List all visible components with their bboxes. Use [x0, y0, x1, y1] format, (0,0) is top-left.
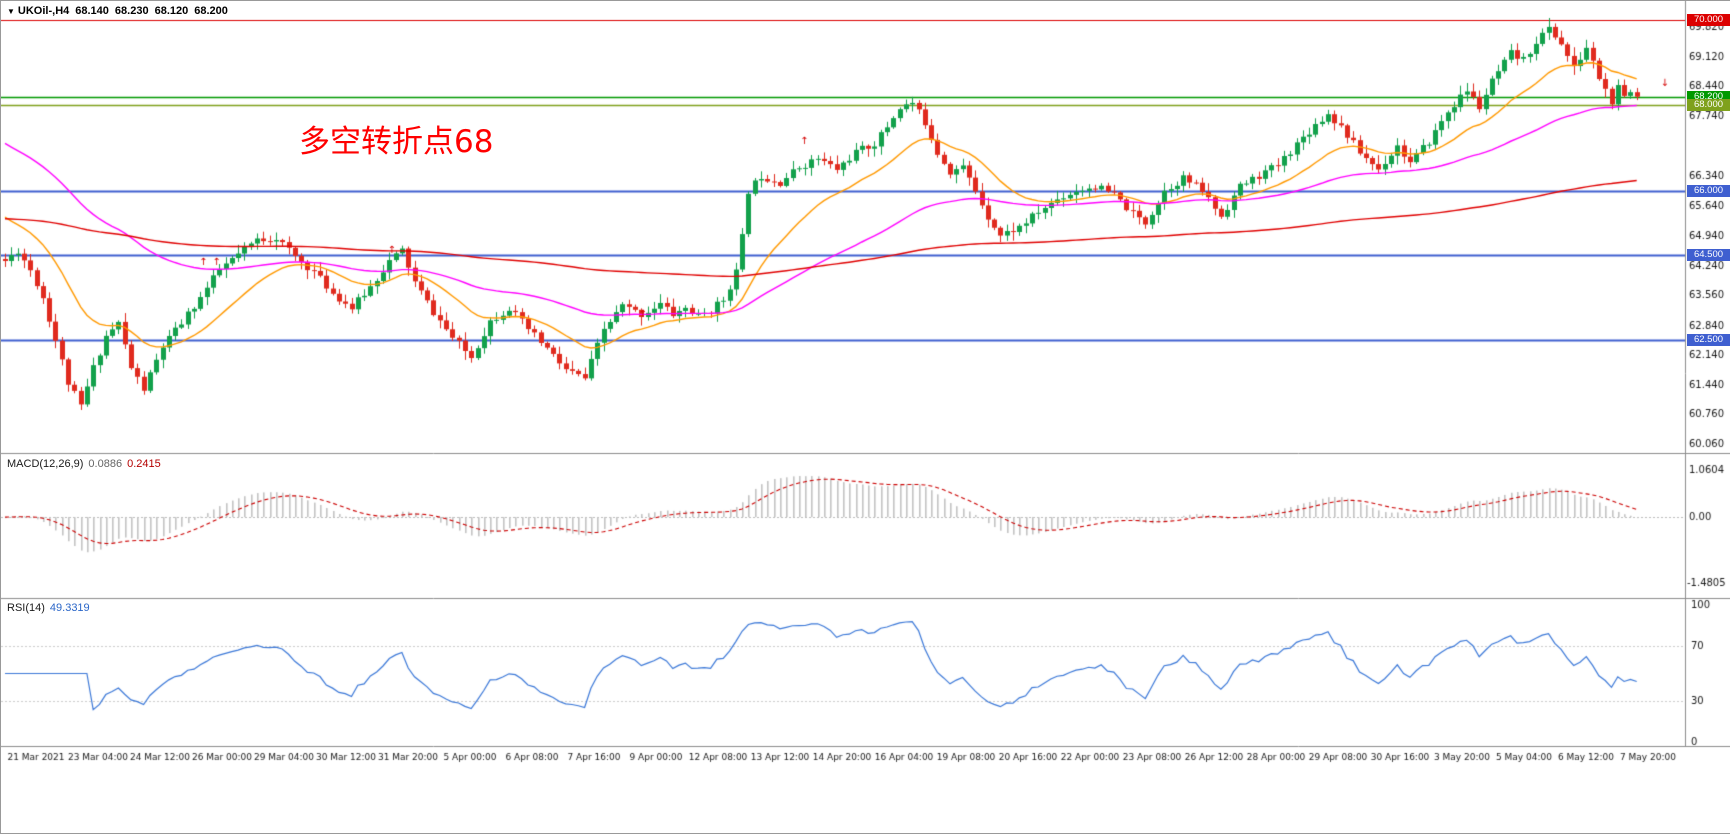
macd-value-main: 0.0886: [88, 458, 123, 470]
quote-close: 68.200: [194, 5, 228, 17]
rsi-name: RSI(14): [7, 602, 45, 614]
chart-text-annotation: 多空转折点68: [299, 124, 494, 160]
macd-value-signal: 0.2415: [127, 458, 161, 470]
quote-low: 68.120: [154, 5, 189, 17]
symbol-dropdown-icon[interactable]: ▼: [7, 7, 15, 16]
quote-high: 68.230: [114, 5, 149, 17]
rsi-value: 49.3319: [49, 602, 90, 614]
macd-indicator-label: MACD(12,26,9) 0.0886 0.2415: [7, 458, 161, 470]
quote-open: 68.140: [75, 5, 109, 17]
chart-header: ▼ UKOil-,H4 68.140 68.230 68.120 68.200: [7, 5, 228, 17]
macd-name: MACD(12,26,9): [7, 458, 84, 470]
rsi-indicator-label: RSI(14) 49.3319: [7, 602, 90, 614]
symbol-timeframe-label: UKOil-,H4: [17, 5, 70, 17]
